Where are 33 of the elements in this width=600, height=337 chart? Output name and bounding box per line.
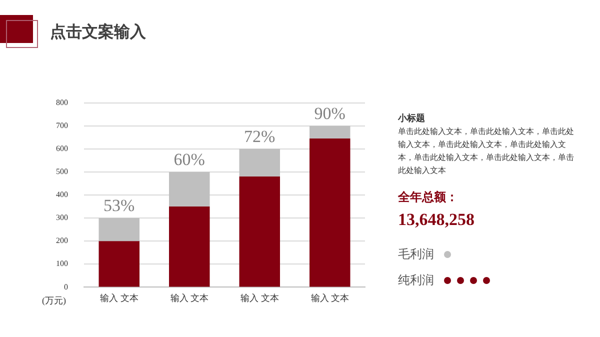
annotation: 53% — [104, 196, 135, 216]
y-axis-title: (万元) — [42, 296, 66, 306]
text: 单击此处输入文本，单击此处输入文本，单击此处输入文本，单击此处输入文本，单击此处输入文本，单击此处输入文本，单击此处输入文本，单击此处输入文本 — [398, 126, 575, 177]
bar — [310, 126, 350, 139]
x-tick-label: 输入 文本 — [240, 292, 279, 303]
y-tick-label: 500 — [56, 167, 68, 176]
y-tick-label: 300 — [56, 213, 68, 222]
bar — [239, 176, 280, 287]
y-tick-label: 100 — [56, 259, 68, 268]
y-tick-label: 600 — [56, 144, 68, 153]
legend-label: 纯利润 — [398, 272, 435, 289]
y-tick-label: 800 — [56, 98, 68, 107]
annotation: 60% — [174, 150, 205, 169]
legend-label: 毛利润 — [398, 246, 435, 263]
y-tick-label: 0 — [64, 282, 68, 292]
bar — [98, 241, 140, 287]
annotation: 72% — [244, 126, 276, 146]
text: 小标题 — [398, 112, 426, 125]
bar — [169, 206, 210, 287]
x-tick-label: 输入 文本 — [170, 292, 208, 303]
chart-title: 点击文案输入 — [50, 22, 146, 43]
y-tick-label: 200 — [56, 236, 68, 246]
text: 13,648,258 — [398, 210, 476, 230]
y-tick-label: 700 — [56, 120, 68, 130]
y-tick-label: 400 — [56, 190, 68, 200]
bar — [169, 172, 210, 207]
bar — [239, 148, 280, 177]
bar — [98, 218, 140, 242]
text: 全年总额： — [398, 189, 459, 206]
x-tick-label: 输入 文本 — [100, 292, 138, 303]
x-tick-label: 输入 文本 — [310, 292, 349, 303]
annotation: 90% — [314, 104, 346, 123]
bar — [310, 138, 350, 287]
